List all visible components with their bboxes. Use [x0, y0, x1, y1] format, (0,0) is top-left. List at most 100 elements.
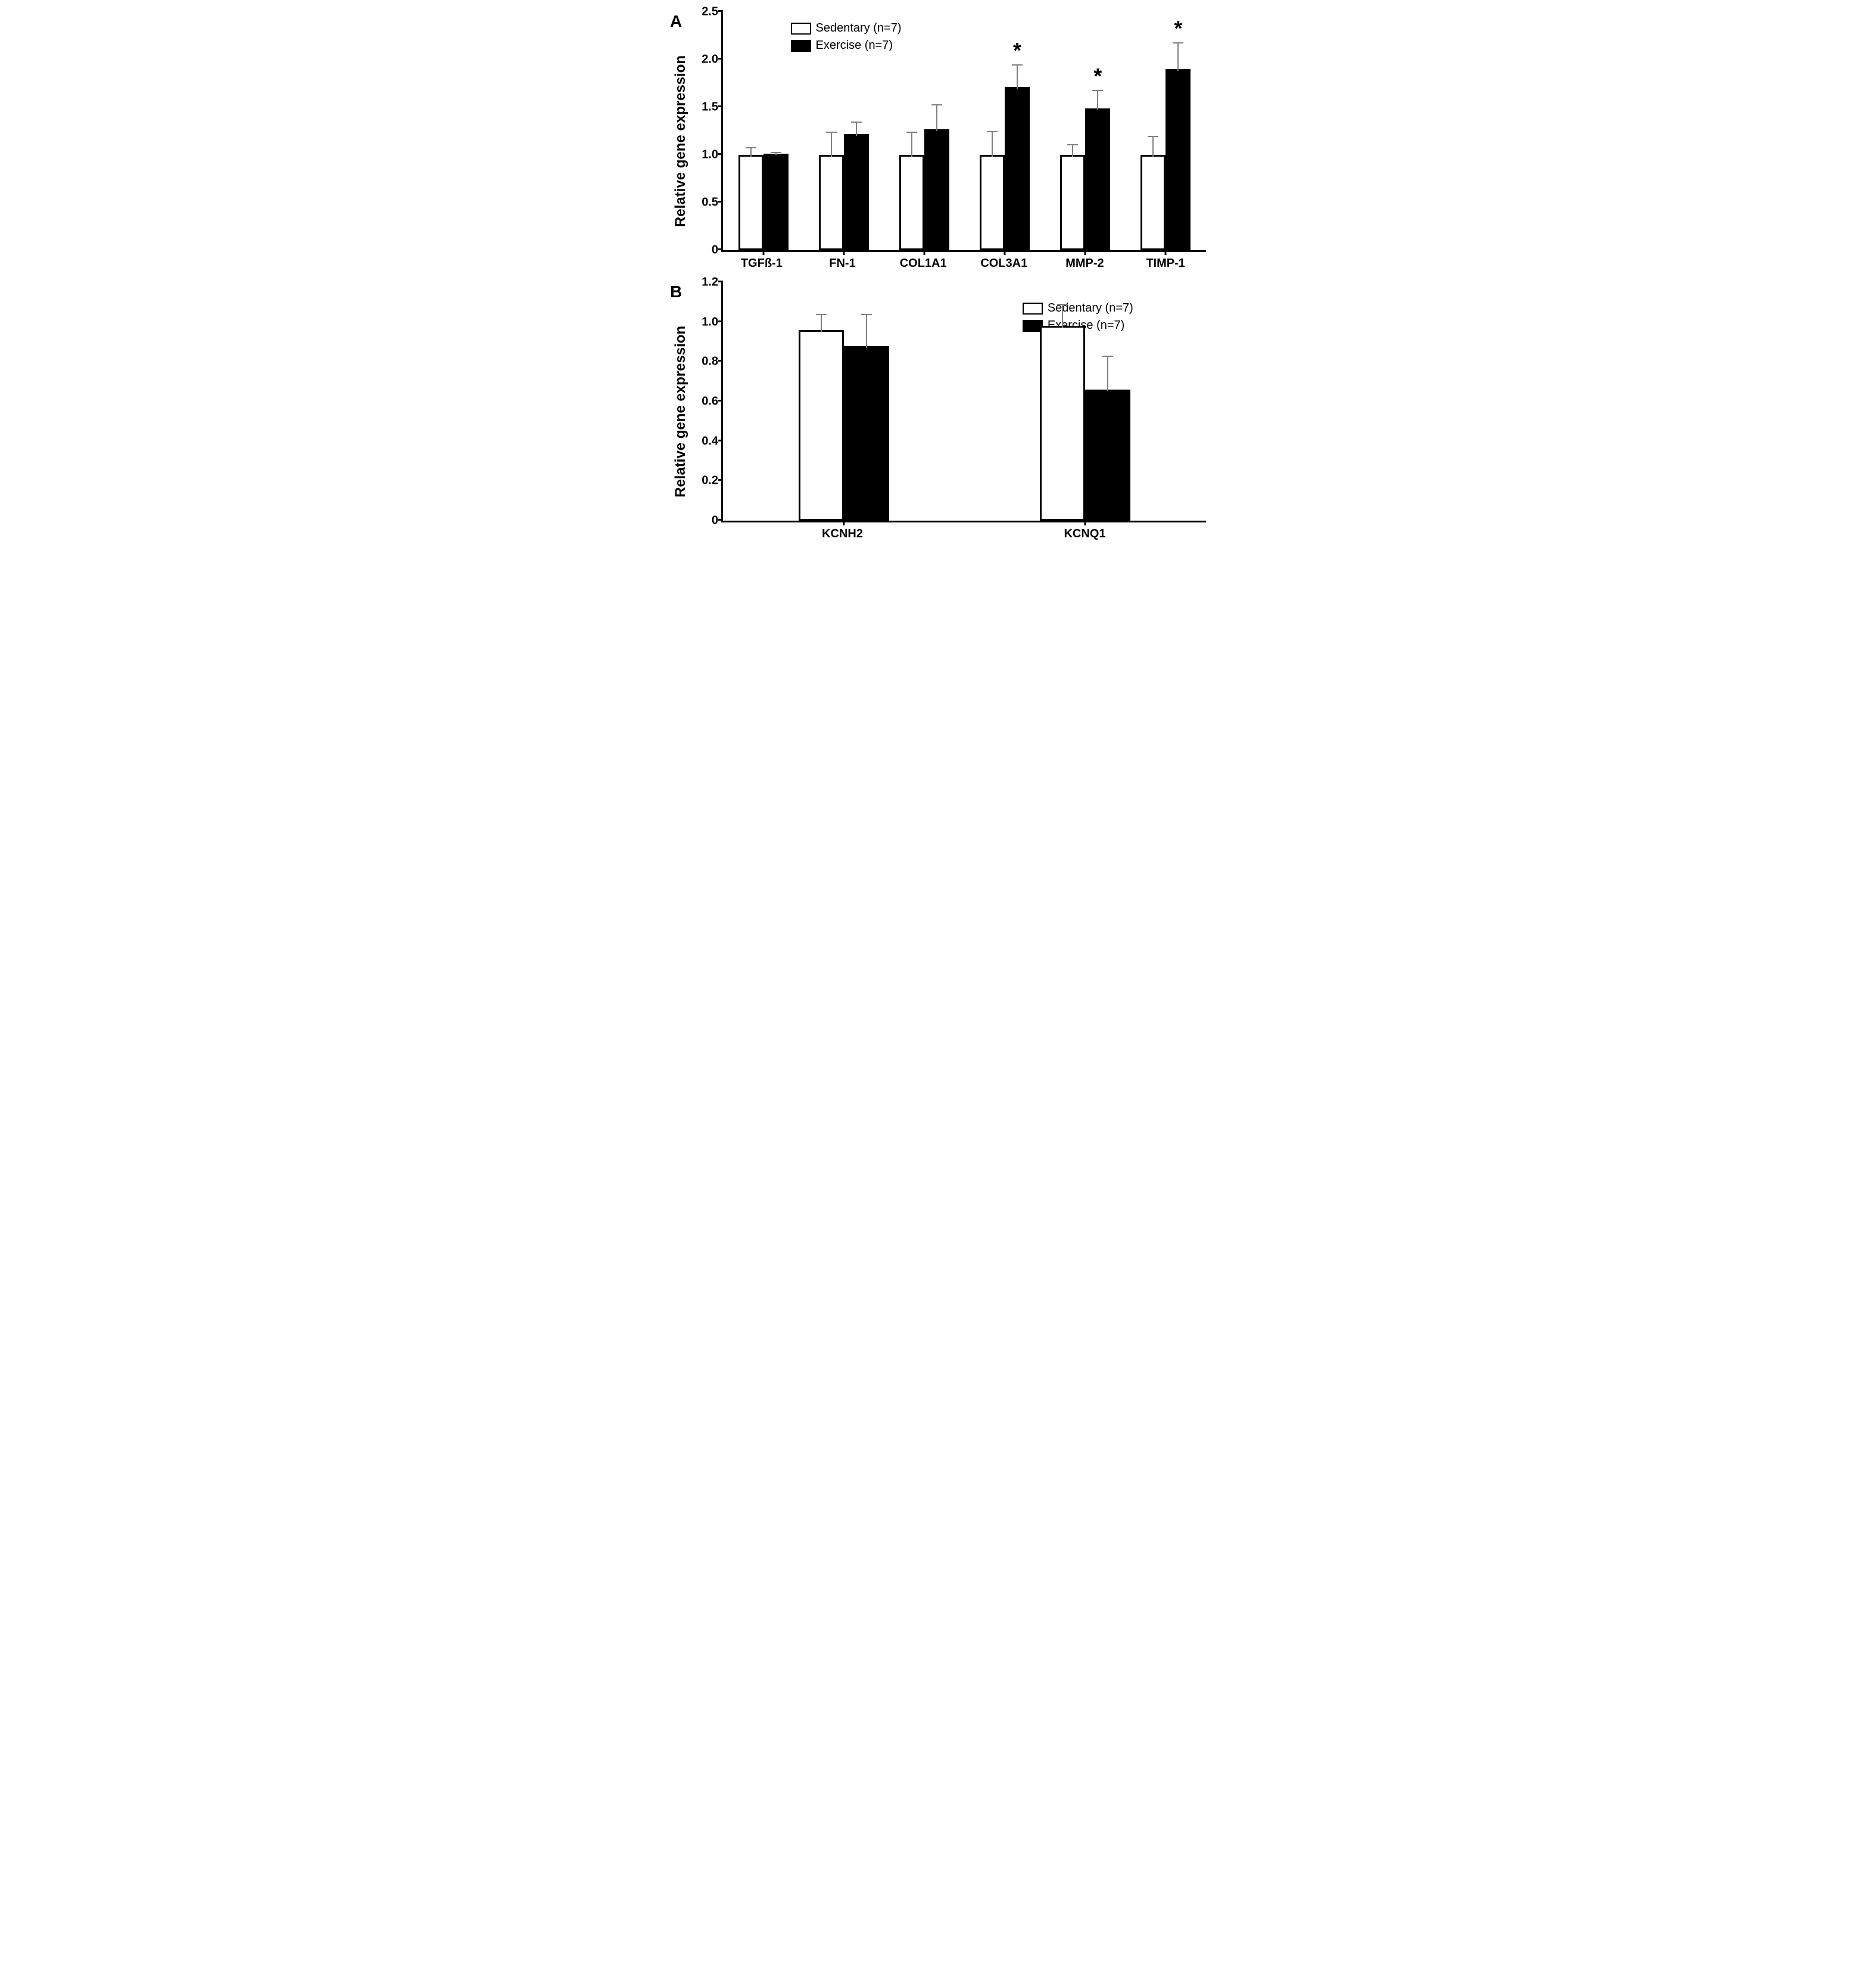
error-bar — [1152, 136, 1154, 157]
error-cap — [771, 152, 781, 153]
panel-a-plot-area: Sedentary (n=7) Exercise (n=7) 00.51.01.… — [721, 12, 1206, 252]
error-cap — [1012, 64, 1023, 66]
bar-exercise: * — [1166, 69, 1191, 250]
ytick-label: 0 — [693, 244, 718, 257]
bar-sedentary — [980, 155, 1005, 250]
ytick-label: 1.0 — [693, 315, 718, 329]
bar-sedentary — [1140, 155, 1166, 250]
significance-marker: * — [1174, 16, 1182, 41]
xlabel: MMP-2 — [1057, 257, 1112, 270]
panel-a-ylabel: Relative gene expression — [670, 12, 691, 270]
ytick-label: 1.2 — [693, 276, 718, 290]
ytick-mark — [718, 440, 723, 441]
ytick-label: 1.0 — [693, 148, 718, 162]
error-cap — [826, 132, 837, 133]
ytick-mark — [718, 400, 723, 402]
panel-b-ylabel: Relative gene expression — [670, 282, 691, 541]
error-bar — [775, 152, 777, 155]
bar-sedentary — [1040, 326, 1085, 521]
bar-group — [1040, 282, 1130, 521]
bar-exercise: * — [1005, 87, 1030, 250]
bars-row: * * * — [723, 12, 1206, 250]
ytick-label: 0.4 — [693, 434, 718, 448]
significance-marker: * — [1093, 64, 1102, 89]
error-cap — [851, 122, 862, 123]
bar-exercise — [844, 346, 889, 521]
error-bar — [911, 132, 912, 157]
error-bar — [856, 122, 857, 136]
error-cap — [987, 131, 998, 132]
ytick-label: 0 — [693, 514, 718, 528]
significance-marker: * — [1013, 38, 1021, 63]
xtick-mark — [843, 521, 844, 525]
ytick-mark — [718, 58, 723, 60]
error-cap — [1148, 136, 1158, 137]
ytick-mark — [718, 10, 723, 12]
ytick-mark — [718, 248, 723, 250]
bar-group — [799, 282, 889, 521]
ytick-label: 2.0 — [693, 53, 718, 67]
xlabel: COL1A1 — [895, 257, 951, 270]
panel-a-xlabels: TGFß-1 FN-1 COL1A1 COL3A1 MMP-2 TIMP-1 — [721, 257, 1206, 270]
ytick-mark — [718, 105, 723, 107]
ytick-mark — [718, 320, 723, 322]
xlabel: KCNH2 — [794, 527, 891, 541]
error-bar — [1017, 64, 1018, 89]
bar-exercise — [764, 154, 789, 250]
ytick-mark — [718, 201, 723, 203]
ytick-label: 0.8 — [693, 355, 718, 369]
bar-sedentary — [819, 155, 844, 250]
error-cap — [746, 147, 756, 148]
error-bar — [831, 132, 832, 157]
panel-a-plotcol: Sedentary (n=7) Exercise (n=7) 00.51.01.… — [691, 12, 1206, 270]
ytick-mark — [718, 479, 723, 481]
panel-b: B Relative gene expression Sedentary (n=… — [670, 282, 1206, 541]
xlabel: TGFß-1 — [734, 257, 790, 270]
bar-group: * — [980, 12, 1030, 250]
error-cap — [931, 104, 942, 105]
error-bar — [1177, 42, 1179, 71]
ytick-label: 1.5 — [693, 101, 718, 114]
xlabel: KCNQ1 — [1037, 527, 1133, 541]
bar-group — [899, 12, 949, 250]
ytick-mark — [718, 360, 723, 362]
xlabel: TIMP-1 — [1138, 257, 1193, 270]
bar-sedentary — [738, 155, 764, 250]
ytick-label: 0.6 — [693, 395, 718, 409]
error-cap — [1067, 144, 1078, 145]
ytick-mark — [718, 153, 723, 155]
error-cap — [906, 132, 917, 133]
xtick-mark — [843, 250, 844, 255]
error-bar — [936, 104, 937, 131]
xtick-mark — [1165, 250, 1167, 255]
error-bar — [750, 147, 752, 157]
bar-group — [819, 12, 869, 250]
error-bar — [1062, 304, 1063, 328]
ytick-mark — [718, 281, 723, 282]
bar-sedentary — [1060, 155, 1085, 250]
ytick-label: 0.2 — [693, 474, 718, 488]
xtick-mark — [762, 250, 764, 255]
error-bar — [1072, 144, 1073, 157]
panel-a: A Relative gene expression Sedentary (n=… — [670, 12, 1206, 270]
bars-row — [723, 282, 1206, 521]
figure: A Relative gene expression Sedentary (n=… — [670, 12, 1206, 541]
panel-a-chart: Relative gene expression Sedentary (n=7)… — [670, 12, 1206, 270]
bar-exercise — [844, 134, 869, 250]
error-cap — [1092, 90, 1103, 91]
error-bar — [821, 314, 822, 332]
bar-exercise: * — [1085, 108, 1110, 250]
error-cap — [861, 314, 872, 315]
panel-b-chart: Relative gene expression Sedentary (n=7)… — [670, 282, 1206, 541]
ytick-mark — [718, 519, 723, 521]
xlabel: FN-1 — [814, 257, 870, 270]
bar-group: * — [1060, 12, 1110, 250]
error-cap — [1102, 356, 1113, 357]
xtick-mark — [923, 250, 925, 255]
xtick-mark — [1085, 250, 1086, 255]
xlabel: COL3A1 — [976, 257, 1032, 270]
xtick-mark — [1004, 250, 1006, 255]
panel-b-plot-area: Sedentary (n=7) Exercise (n=7) 00.20.40.… — [721, 282, 1206, 522]
panel-b-plotcol: Sedentary (n=7) Exercise (n=7) 00.20.40.… — [691, 282, 1206, 541]
error-bar — [866, 314, 867, 348]
